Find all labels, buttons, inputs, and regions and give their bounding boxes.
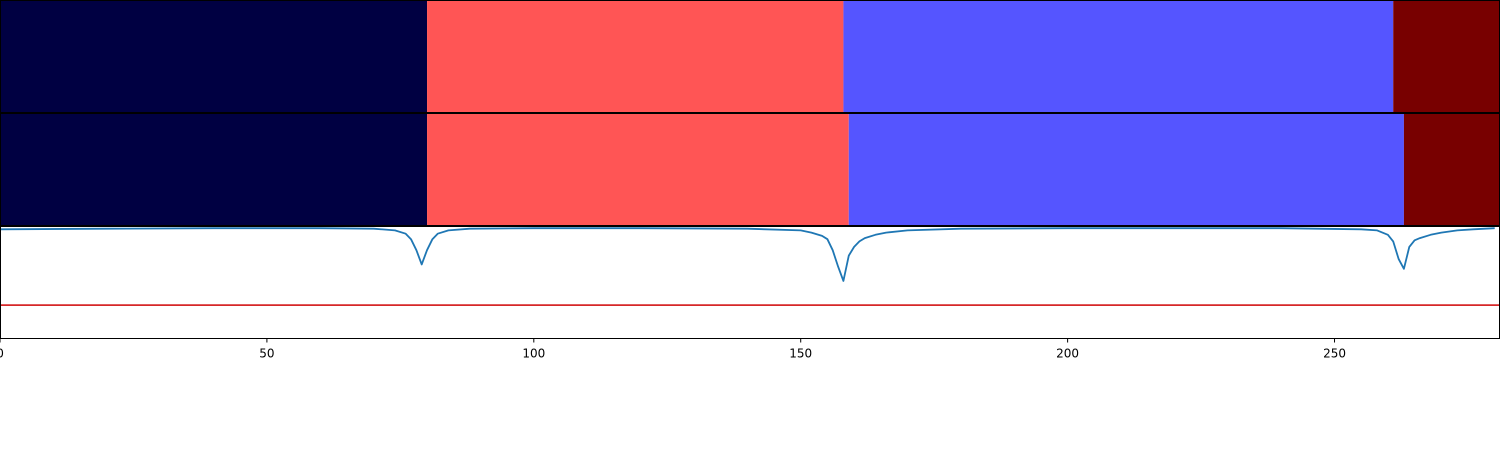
x-tick-label: 250 <box>1323 347 1346 361</box>
x-tick-label: 150 <box>789 347 812 361</box>
segmentation-band-2-segment-1 <box>0 113 428 225</box>
x-axis-ticks: 0 50 100 150 200 250 <box>0 338 1346 361</box>
line-series-1 <box>0 227 1495 282</box>
heatmap-band-bottom <box>0 113 1500 225</box>
x-tick-label: 0 <box>0 347 4 361</box>
line-series-group <box>0 227 1500 307</box>
segmentation-band-2-segment-4 <box>1403 113 1500 225</box>
x-tick-label: 200 <box>1056 347 1079 361</box>
segmentation-band-1-segment-2 <box>427 0 844 112</box>
segmentation-band-2-segment-2 <box>427 113 849 225</box>
line-plot-frame <box>0 226 1500 339</box>
line-plot-axes: 0 50 100 150 200 250 <box>0 226 1500 361</box>
x-tick-label: 100 <box>522 347 545 361</box>
x-tick-label: 50 <box>259 347 274 361</box>
heatmap-band-top <box>0 0 1500 112</box>
segmentation-band-2-segment-3 <box>848 113 1404 225</box>
segmentation-band-1-segment-1 <box>0 0 428 112</box>
segmentation-band-1-segment-3 <box>843 0 1394 112</box>
segmentation-band-1-segment-4 <box>1393 0 1500 112</box>
